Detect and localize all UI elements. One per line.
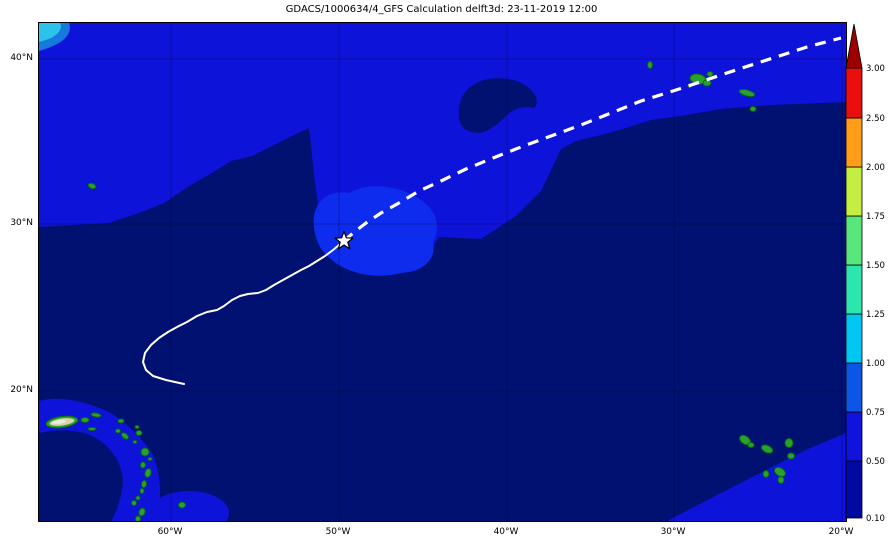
island <box>762 470 770 478</box>
colorbar-segment <box>845 313 863 364</box>
colorbar-tick-label: 2.50 <box>866 114 885 124</box>
x-tick-label-2: 40°W <box>493 527 519 537</box>
colorbar-segment <box>845 264 863 315</box>
island <box>138 507 146 517</box>
island <box>787 452 795 460</box>
colorbar-segment <box>845 117 863 168</box>
colorbar-segment <box>845 460 863 519</box>
island-puerto-rico-peak <box>52 419 66 425</box>
deep-water-region-main <box>39 102 846 521</box>
island <box>87 427 97 431</box>
island <box>80 417 90 423</box>
moderate-wave-halo-barbados <box>149 491 229 521</box>
island <box>121 432 129 440</box>
map-frame <box>38 22 847 522</box>
storm-wave-blob <box>313 186 437 276</box>
colorbar-segment <box>845 362 863 413</box>
island <box>135 495 141 501</box>
island <box>749 106 757 112</box>
x-tick-label-4: 20°W <box>828 527 854 537</box>
colorbar-tick-label: 1.50 <box>866 261 885 271</box>
island-puerto-rico <box>45 415 79 429</box>
island <box>135 430 143 436</box>
colorbar-tick-label: 0.10 <box>866 514 885 524</box>
deep-water-patch-north <box>458 78 537 133</box>
island <box>134 425 140 429</box>
island-group-bermuda <box>87 182 97 190</box>
moderate-wave-region-southeast <box>667 433 846 521</box>
colorbar-tick-label: 1.00 <box>866 359 885 369</box>
colorbar-tick-label: 3.00 <box>866 64 885 74</box>
island-group-lesser-antilles <box>80 412 186 521</box>
storm-track-forecast <box>342 36 842 243</box>
colorbar-tick-label: 2.00 <box>866 163 885 173</box>
colorbar-segment <box>845 411 863 462</box>
island <box>178 501 186 509</box>
colorbar-tick-label: 0.75 <box>866 408 885 418</box>
island <box>773 466 787 478</box>
high-wave-patch-northwest <box>39 23 61 42</box>
y-tick-label-2: 20°N <box>10 385 33 395</box>
island <box>131 500 137 506</box>
island <box>140 480 148 488</box>
storm-position-star <box>334 230 354 250</box>
island <box>87 182 97 190</box>
island <box>147 457 153 461</box>
colorbar-segment <box>845 166 863 217</box>
island <box>784 438 794 448</box>
y-tick-label-1: 30°N <box>10 218 33 228</box>
island <box>777 476 785 484</box>
figure-title: GDACS/1000634/4_GFS Calculation delft3d:… <box>285 4 598 15</box>
island <box>139 488 145 494</box>
colorbar-overflow-arrow <box>845 23 863 69</box>
map-canvas <box>39 23 846 521</box>
x-tick-label-3: 30°W <box>660 527 686 537</box>
x-tick-label-1: 50°W <box>325 527 351 537</box>
storm-track-past <box>142 240 345 385</box>
colorbar-tick-label: 0.50 <box>866 457 885 467</box>
island <box>117 418 125 424</box>
island <box>135 515 141 521</box>
island <box>738 88 756 98</box>
colorbar-segment <box>845 215 863 266</box>
moderate-wave-halo-antilles <box>39 398 161 521</box>
x-tick-label-0: 60°W <box>157 527 183 537</box>
island-group-cape-verde <box>739 434 795 484</box>
island <box>115 428 121 434</box>
colorbar-tick-label: 1.25 <box>866 310 885 320</box>
island <box>132 440 138 444</box>
island <box>747 442 755 448</box>
colorbar-segment <box>845 67 863 119</box>
y-tick-label-0: 40°N <box>10 53 33 63</box>
island <box>144 468 152 478</box>
island <box>140 461 146 469</box>
colorbar-tick-label: 1.75 <box>866 212 885 222</box>
island <box>760 444 774 454</box>
island <box>706 71 714 77</box>
island <box>140 447 150 457</box>
island <box>90 412 102 418</box>
island <box>647 61 653 69</box>
